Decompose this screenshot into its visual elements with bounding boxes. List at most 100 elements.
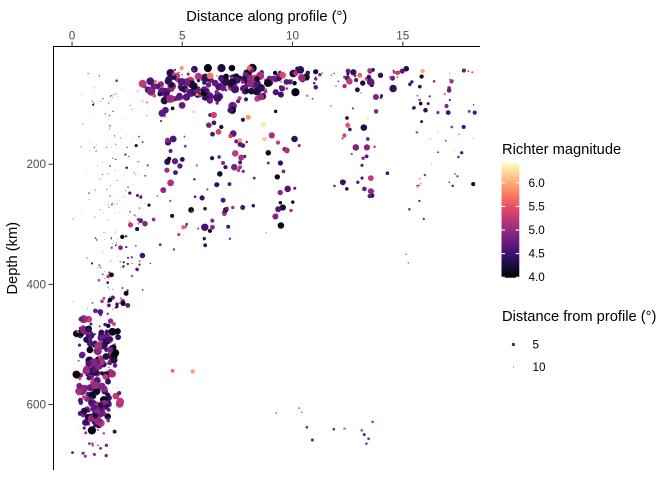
data-point (219, 124, 224, 130)
data-point (93, 408, 101, 415)
data-point (275, 140, 281, 145)
data-point (168, 149, 173, 153)
data-point (86, 307, 89, 309)
data-point (205, 82, 212, 88)
data-point (119, 260, 122, 263)
data-point (117, 96, 119, 97)
data-point (360, 176, 364, 180)
data-point (136, 161, 138, 163)
colorbar-label: 5.0 (529, 224, 546, 237)
data-point (115, 93, 117, 95)
data-point (231, 150, 239, 157)
data-point (195, 93, 199, 97)
data-point (126, 256, 130, 260)
data-point (471, 182, 476, 187)
x-tick-label: 10 (286, 30, 300, 43)
data-point (125, 302, 131, 308)
data-point (119, 301, 122, 305)
data-point (110, 237, 113, 240)
data-point (77, 359, 80, 362)
data-point (146, 101, 148, 104)
data-point (419, 178, 421, 180)
data-point (79, 396, 81, 398)
data-point (372, 93, 379, 101)
data-point (98, 75, 101, 77)
data-point (278, 85, 283, 90)
data-point (107, 219, 109, 221)
data-point (360, 163, 364, 168)
data-point (305, 426, 309, 429)
data-point (115, 305, 119, 309)
data-point (279, 71, 287, 79)
size-legend-key-label: 10 (533, 361, 547, 374)
data-point (147, 203, 151, 207)
data-point (360, 124, 368, 131)
data-point (108, 327, 117, 336)
data-point (405, 253, 407, 256)
data-point (350, 69, 357, 76)
data-point (195, 164, 198, 167)
data-point (98, 333, 105, 340)
data-point (119, 297, 122, 300)
data-point (108, 295, 110, 297)
data-point (116, 407, 118, 408)
data-point (170, 74, 177, 80)
data-point (354, 87, 360, 93)
data-point (115, 302, 119, 307)
x-tick-label: 0 (69, 30, 76, 43)
size-legend-key-dot (511, 342, 515, 347)
data-point (343, 427, 346, 430)
data-point (114, 231, 117, 233)
data-point (203, 207, 207, 211)
data-point (392, 70, 396, 74)
data-point (213, 93, 222, 102)
data-point (206, 122, 212, 128)
data-point (109, 184, 111, 186)
data-point (130, 274, 134, 278)
data-point (120, 301, 126, 307)
data-point (223, 73, 229, 80)
data-point (126, 289, 129, 292)
data-point (418, 101, 423, 106)
data-point (130, 140, 132, 142)
data-point (101, 273, 104, 276)
data-point (190, 209, 194, 213)
data-point (367, 194, 372, 199)
data-point (335, 85, 337, 87)
size-legend-keys: 5 10 (511, 339, 547, 374)
data-point (193, 195, 197, 199)
data-point (197, 227, 200, 230)
data-point (78, 400, 84, 405)
data-point (108, 206, 110, 208)
data-point (275, 412, 278, 414)
data-point (85, 360, 92, 367)
data-point (138, 207, 141, 209)
data-point (89, 141, 91, 143)
data-point (238, 154, 245, 161)
data-point (206, 97, 214, 104)
data-point (373, 109, 379, 114)
data-point (173, 170, 178, 176)
data-point (246, 65, 252, 71)
data-point (103, 232, 105, 234)
data-point (362, 433, 366, 437)
color-legend: Richter magnitude 4.0 4.5 5.0 5.5 6.0 (501, 142, 621, 284)
data-point (96, 266, 99, 269)
data-point (138, 135, 141, 138)
data-point (92, 413, 98, 419)
data-point (164, 137, 171, 143)
y-tick-label: 600 (26, 399, 46, 412)
data-point (184, 87, 189, 92)
data-point (113, 93, 115, 96)
data-point (356, 180, 360, 184)
data-point (196, 79, 200, 83)
data-point (113, 135, 116, 137)
data-point (99, 100, 101, 102)
data-point (157, 91, 163, 97)
data-point (109, 195, 112, 197)
data-point (80, 209, 82, 211)
data-point (134, 244, 137, 247)
data-point (119, 137, 122, 139)
